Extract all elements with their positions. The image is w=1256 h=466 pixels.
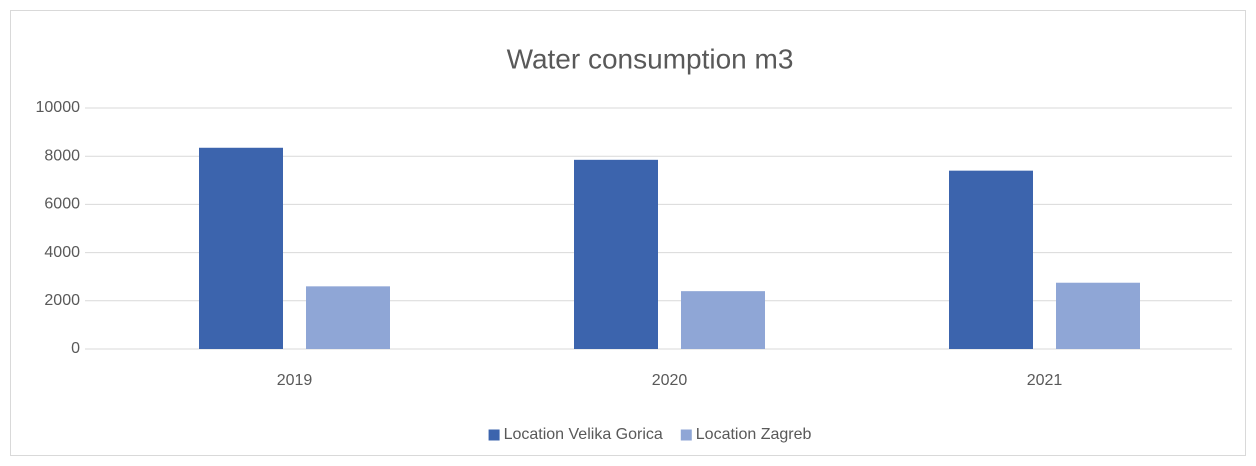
y-tick-label: 2000 (44, 292, 80, 309)
y-tick-label: 0 (71, 340, 80, 357)
legend-label: Location Velika Gorica (504, 426, 663, 443)
y-tick-label: 4000 (44, 244, 80, 261)
legend-swatch (680, 429, 692, 441)
x-tick-label: 2021 (1027, 372, 1063, 389)
bar (199, 147, 283, 349)
legend-item: Location Zagreb (680, 426, 812, 443)
x-tick-label: 2019 (277, 372, 313, 389)
bar (306, 286, 390, 349)
bar (681, 291, 765, 349)
y-tick-label: 10000 (36, 99, 81, 116)
y-tick-label: 8000 (44, 147, 80, 164)
legend-item: Location Velika Gorica (488, 426, 663, 443)
bar (1056, 282, 1140, 349)
legend-swatch (488, 429, 500, 441)
bar (574, 159, 658, 349)
bar (949, 170, 1033, 349)
y-tick-label: 6000 (44, 196, 80, 213)
x-tick-label: 2020 (652, 372, 688, 389)
chart-title: Water consumption m3 (507, 43, 794, 74)
legend-label: Location Zagreb (696, 426, 812, 443)
